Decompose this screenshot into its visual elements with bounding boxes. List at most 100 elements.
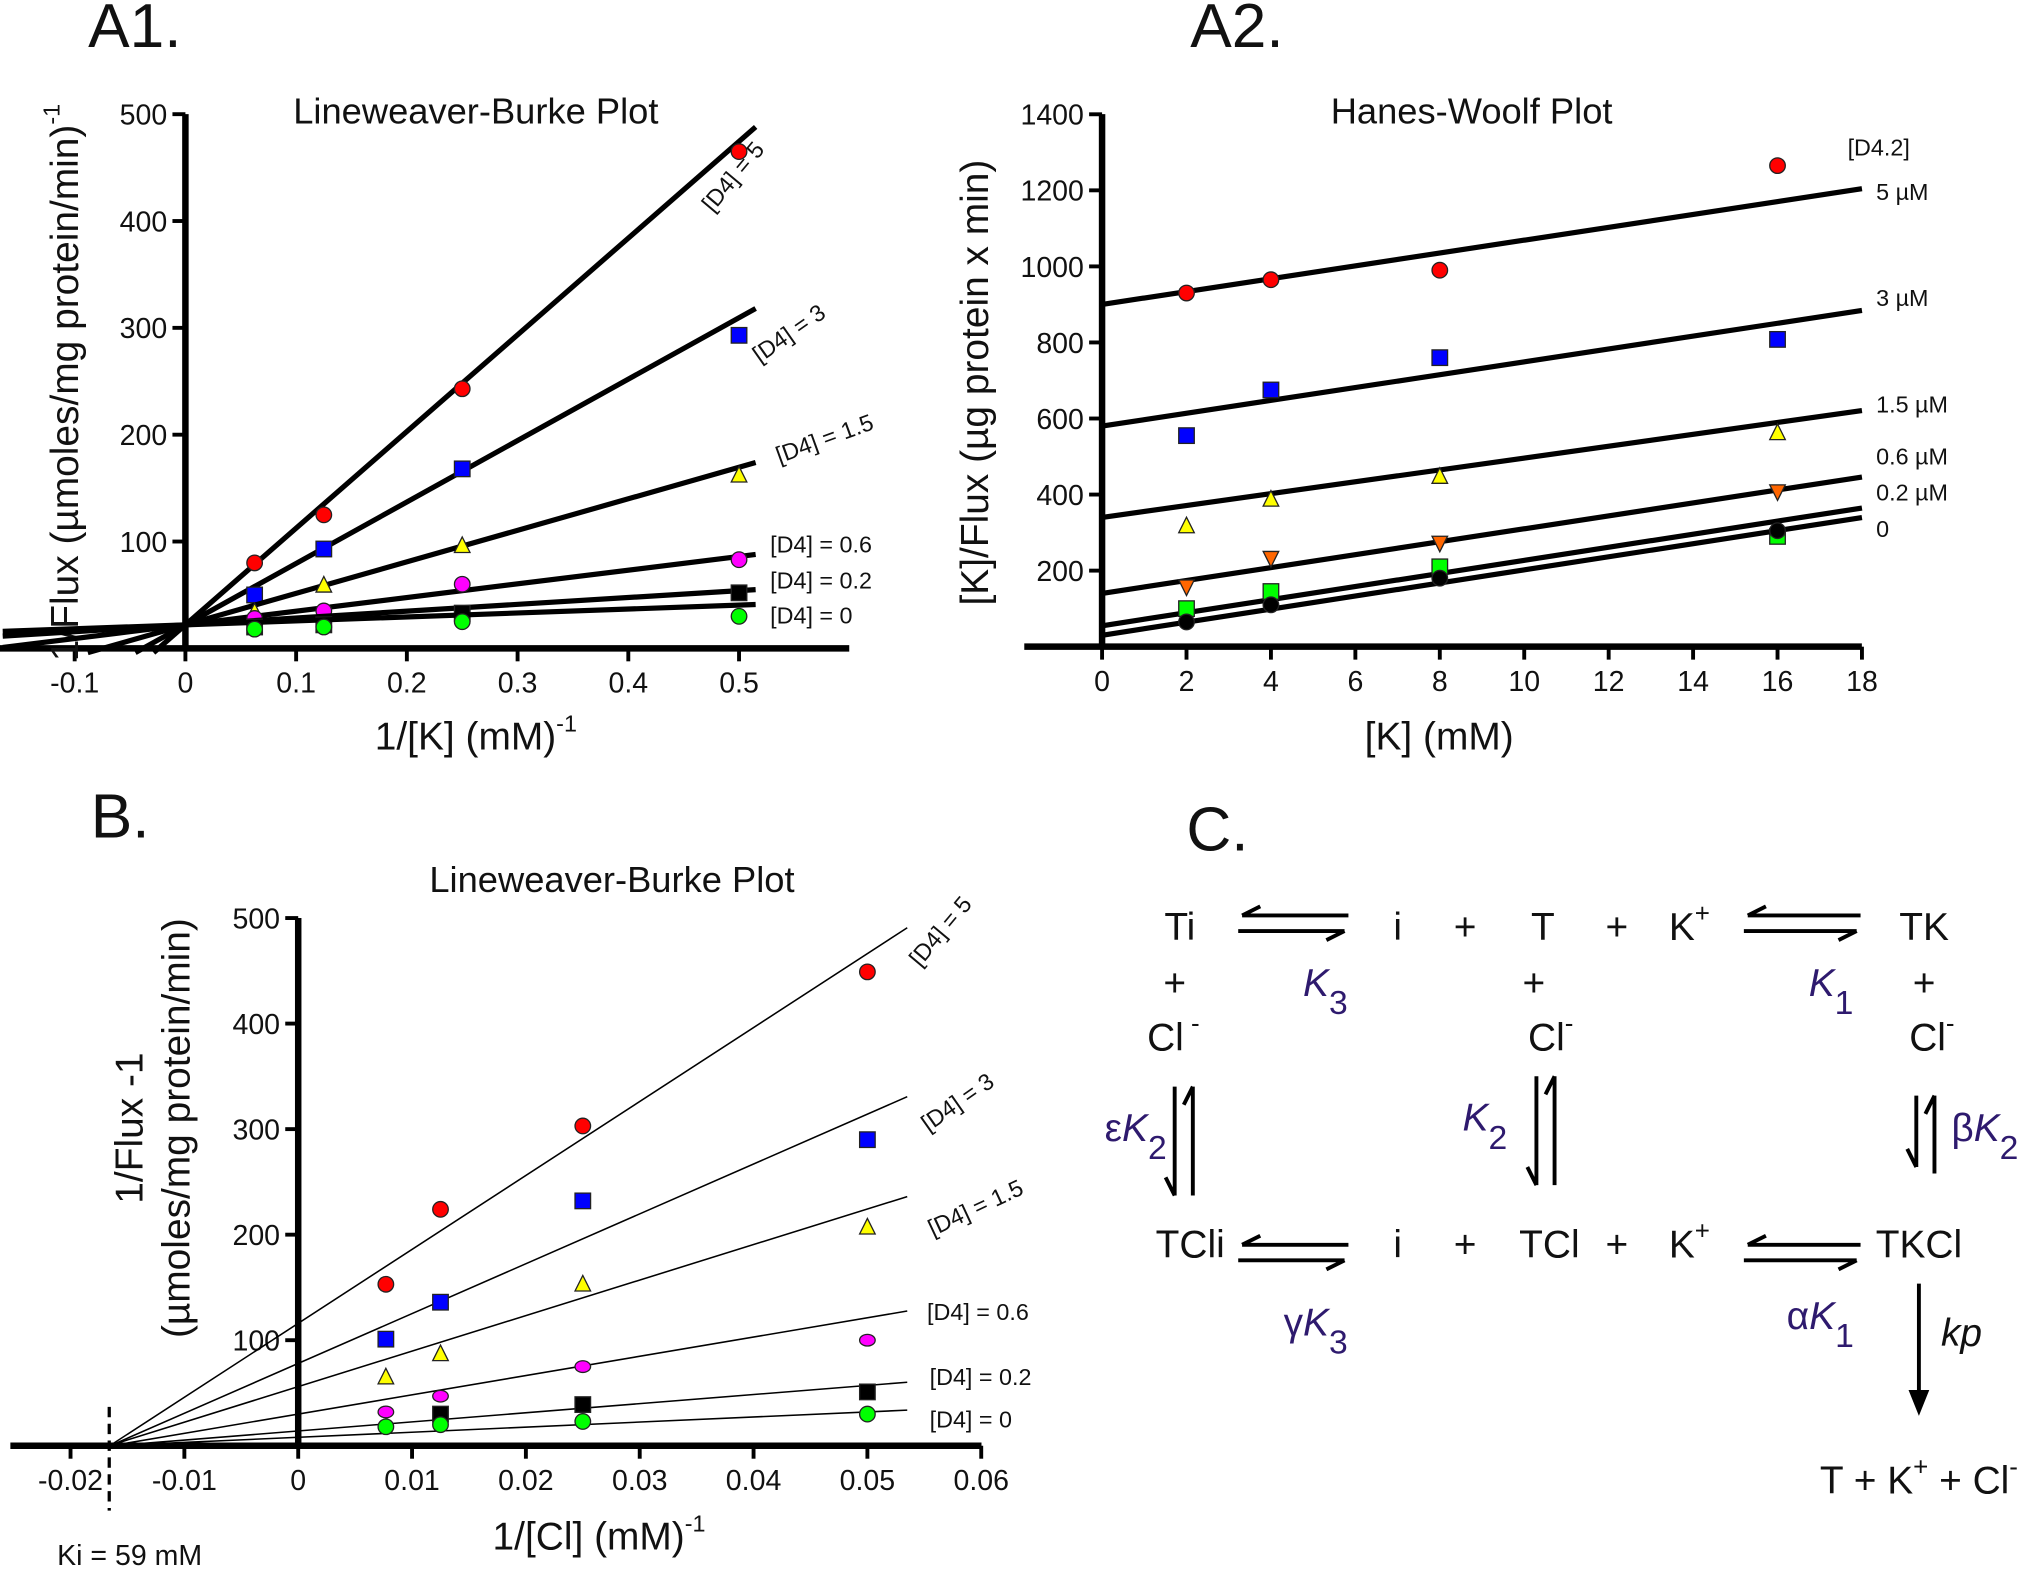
data-point — [858, 1383, 876, 1401]
x-tick-label: 0.06 — [953, 1465, 1009, 1497]
x-tick-label: -0.01 — [152, 1465, 217, 1497]
x-tick-label: 6 — [1347, 666, 1363, 698]
x-tick-label: 16 — [1762, 666, 1794, 698]
series-label: 3 µM — [1876, 285, 1928, 311]
data-point — [377, 1330, 395, 1348]
x-tick-label: 0.02 — [498, 1465, 553, 1497]
data-point — [453, 460, 471, 478]
data-point — [453, 535, 472, 554]
fit-line — [1101, 186, 1863, 307]
series-label: [D4] = 1.5 — [772, 409, 877, 468]
data-point — [730, 326, 748, 344]
species-label: K+ — [1669, 1218, 1710, 1267]
rate-constant-label: K3 — [1303, 962, 1348, 1022]
x-tick-label: 14 — [1677, 666, 1709, 698]
data-point — [1262, 381, 1280, 399]
series-3: [D4] = 0.6 — [2, 531, 872, 650]
x-tick-label: 0.5 — [719, 667, 759, 699]
series-2: [D4] = 1.5 — [109, 1174, 1027, 1447]
data-point — [1769, 330, 1786, 348]
data-point — [1177, 515, 1196, 534]
data-point — [858, 963, 876, 981]
data-point — [1431, 349, 1449, 367]
series-5: [D4] = 0 — [2, 601, 853, 638]
fit-line — [1101, 505, 1863, 629]
species-label: + — [1454, 1224, 1477, 1267]
series-5: [D4] = 0 — [109, 1405, 1012, 1447]
series-label: [D4] = 0.2 — [770, 568, 872, 594]
species-label: i — [1393, 906, 1402, 949]
data-point — [1262, 271, 1280, 289]
series-label: [D4] = 0 — [770, 603, 852, 629]
panel-label-a2: A2. — [1190, 0, 1283, 61]
y-tick-label: 1000 — [1020, 252, 1083, 284]
series-label: 1.5 µM — [1876, 391, 1948, 417]
x-tick-label: 0 — [177, 667, 193, 699]
x-axis-label: 1/[K] (mM)-1 — [375, 710, 577, 758]
rate-constant-label: K1 — [1809, 962, 1854, 1022]
chart-title: Lineweaver-Burke Plot — [293, 90, 658, 131]
data-point — [573, 1273, 592, 1292]
species-label: + — [1522, 962, 1545, 1005]
x-tick-label: 10 — [1508, 666, 1540, 698]
fit-line — [109, 1409, 908, 1447]
x-tick-label: 8 — [1432, 666, 1448, 698]
data-point — [432, 1389, 449, 1403]
data-point — [858, 1405, 876, 1423]
data-point — [1768, 422, 1787, 441]
data-point — [730, 464, 748, 483]
species-label: T + K+ + Cl- — [1820, 1454, 2018, 1503]
legend-title: [D4.2] — [1848, 135, 1910, 161]
series-0: 5 µM — [1101, 157, 1928, 307]
x-tick-label: 0.01 — [384, 1465, 440, 1497]
y-tick-label: 300 — [120, 313, 168, 345]
data-point — [574, 1360, 592, 1374]
fit-line — [109, 1195, 908, 1447]
chart-b: Lineweaver-Burke Plot -0.02 -0.01 0 0.01 0.02… — [10, 859, 1031, 1569]
fit-line — [109, 927, 908, 1447]
data-point — [453, 613, 471, 631]
fit-line — [113, 1381, 908, 1447]
kp-label: kp — [1941, 1312, 1982, 1355]
charts: Lineweaver-Burke Plot -0.1 0 0.1 0.2 0.3 0.4 0.… — [0, 90, 1948, 1569]
data-point — [377, 1405, 395, 1419]
data-point — [432, 1293, 449, 1311]
species-label: Ti — [1164, 906, 1195, 949]
fit-line — [2, 601, 756, 634]
equilibrium-arrows — [1163, 904, 1937, 1272]
species-label: T — [1531, 906, 1555, 949]
species-label: K+ — [1669, 900, 1710, 949]
x-tick-label: 0 — [290, 1465, 306, 1497]
series-label: [D4] = 0 — [930, 1407, 1012, 1433]
data-point — [1431, 569, 1449, 587]
series-4: [D4] = 0.2 — [113, 1364, 1031, 1447]
data-point — [730, 607, 748, 625]
series-label: [D4] = 3 — [916, 1068, 998, 1137]
x-tick-label: -0.02 — [38, 1465, 103, 1497]
y-tick-label: 100 — [232, 1326, 280, 1358]
x-axis-label: 1/[Cl] (mM)-1 — [493, 1510, 706, 1558]
y-tick-label: 100 — [120, 527, 168, 559]
data-point — [1178, 427, 1195, 445]
fit-line — [1101, 307, 1863, 429]
y-tick-label: 500 — [232, 903, 280, 935]
data-point — [1262, 489, 1280, 507]
x-tick-label: 2 — [1179, 666, 1195, 698]
data-point — [246, 586, 264, 604]
data-point — [246, 554, 264, 572]
data-point — [574, 1192, 592, 1210]
series-1: [D4] = 3 — [134, 299, 830, 655]
series-2: 1.5 µM — [1101, 391, 1948, 534]
data-point — [1769, 522, 1786, 540]
fit-line — [1101, 408, 1863, 520]
x-tick-label: 12 — [1593, 666, 1625, 698]
data-point — [377, 1275, 395, 1293]
x-tick-label: 4 — [1263, 666, 1279, 698]
species-label: + — [1163, 962, 1186, 1005]
fit-line — [2, 551, 756, 650]
series-label: [D4] = 3 — [748, 299, 830, 368]
fit-line — [110, 1310, 908, 1447]
fit-line — [1101, 474, 1863, 597]
data-point — [730, 143, 748, 161]
y-tick-label: 200 — [1036, 556, 1084, 588]
